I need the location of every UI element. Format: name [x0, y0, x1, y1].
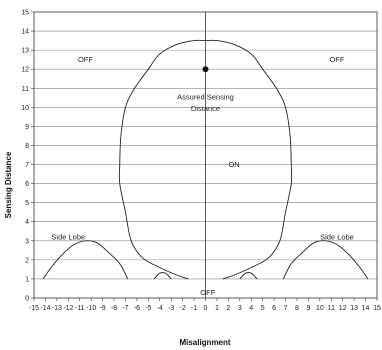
- x-tick-label: -14: [40, 305, 50, 312]
- chart-curves: [42, 39, 369, 280]
- x-tick-label: -7: [122, 305, 128, 312]
- assured-sensing-label: Assured Sensing: [177, 93, 234, 102]
- y-tick-label: 1: [25, 276, 29, 283]
- y-tick-label: 11: [22, 86, 29, 93]
- y-tick-label: 5: [25, 200, 29, 207]
- x-tick-label: -8: [111, 305, 117, 312]
- y-tick-label: 15: [21, 10, 29, 17]
- region-label: Side Lobe: [51, 232, 85, 241]
- chart-frame: [31, 11, 378, 301]
- y-tick-label: 6: [25, 181, 29, 188]
- y-tick-label: 14: [21, 29, 29, 36]
- x-tick-label: 5: [261, 305, 265, 312]
- x-tick-label: 6: [272, 305, 276, 312]
- x-tick-label: 13: [350, 305, 358, 312]
- x-tick-label: 10: [316, 305, 324, 312]
- x-tick-label: -11: [75, 305, 85, 312]
- y-tick-label: 0: [25, 296, 29, 303]
- x-tick-label: -1: [191, 305, 197, 312]
- x-tick-label: -4: [157, 305, 163, 312]
- x-axis-label: Misalignment: [179, 338, 230, 347]
- curve-left-side-lobe: [42, 240, 129, 280]
- x-tick-label: 9: [306, 305, 310, 312]
- x-tick-label: 2: [226, 305, 230, 312]
- y-tick-label: 8: [25, 143, 29, 150]
- x-tick-label: -2: [180, 305, 186, 312]
- region-label: OFF: [200, 288, 215, 297]
- x-tick-labels: -15 -14 -13 -12 -11 -10 -9 -8 -7 -6 -5 -4 -3 -2 -1 0 1 2 3…: [29, 305, 381, 312]
- chart-annotations: OFF OFF ON OFF Side Lobe Side Lobe Assured Sen…: [51, 55, 353, 297]
- y-tick-label: 3: [25, 238, 29, 245]
- x-tick-label: -15: [29, 305, 39, 312]
- x-tick-label: 11: [328, 305, 335, 312]
- x-tick-label: 15: [373, 305, 381, 312]
- x-tick-label: 0: [204, 305, 208, 312]
- x-tick-label: 12: [339, 305, 347, 312]
- x-tick-label: -12: [63, 305, 73, 312]
- y-tick-label: 12: [21, 67, 29, 74]
- x-tick-label: 4: [249, 305, 253, 312]
- x-tick-label: 14: [362, 305, 370, 312]
- y-tick-label: 2: [25, 257, 29, 264]
- x-tick-label: -9: [99, 305, 105, 312]
- x-tick-label: -10: [86, 305, 96, 312]
- y-tick-label: 10: [21, 105, 29, 112]
- y-tick-label: 13: [21, 48, 29, 55]
- curve-right-side-lobe: [282, 240, 369, 280]
- x-tick-label: -5: [145, 305, 151, 312]
- x-tick-label: -6: [134, 305, 140, 312]
- region-label: Side Lobe: [320, 232, 354, 241]
- y-tick-label: 4: [25, 219, 29, 226]
- region-label: ON: [228, 160, 239, 169]
- curve-left-small-lobe: [153, 272, 172, 280]
- curve-main-lobe: [118, 39, 293, 280]
- x-tick-label: 1: [215, 305, 219, 312]
- y-tick-label: 7: [25, 162, 29, 169]
- x-tick-label: -3: [168, 305, 174, 312]
- assured-sensing-label: Distance: [191, 104, 220, 113]
- x-tick-label: 3: [238, 305, 242, 312]
- y-tick-label: 9: [25, 124, 29, 131]
- y-axis-label: Sensing Distance: [4, 151, 13, 218]
- region-label: OFF: [78, 55, 93, 64]
- x-tick-label: -13: [52, 305, 62, 312]
- x-tick-label: 7: [284, 305, 288, 312]
- curve-right-small-lobe: [239, 272, 258, 280]
- region-label: OFF: [329, 55, 344, 64]
- assured-sensing-point: [202, 66, 209, 73]
- x-tick-label: 8: [295, 305, 299, 312]
